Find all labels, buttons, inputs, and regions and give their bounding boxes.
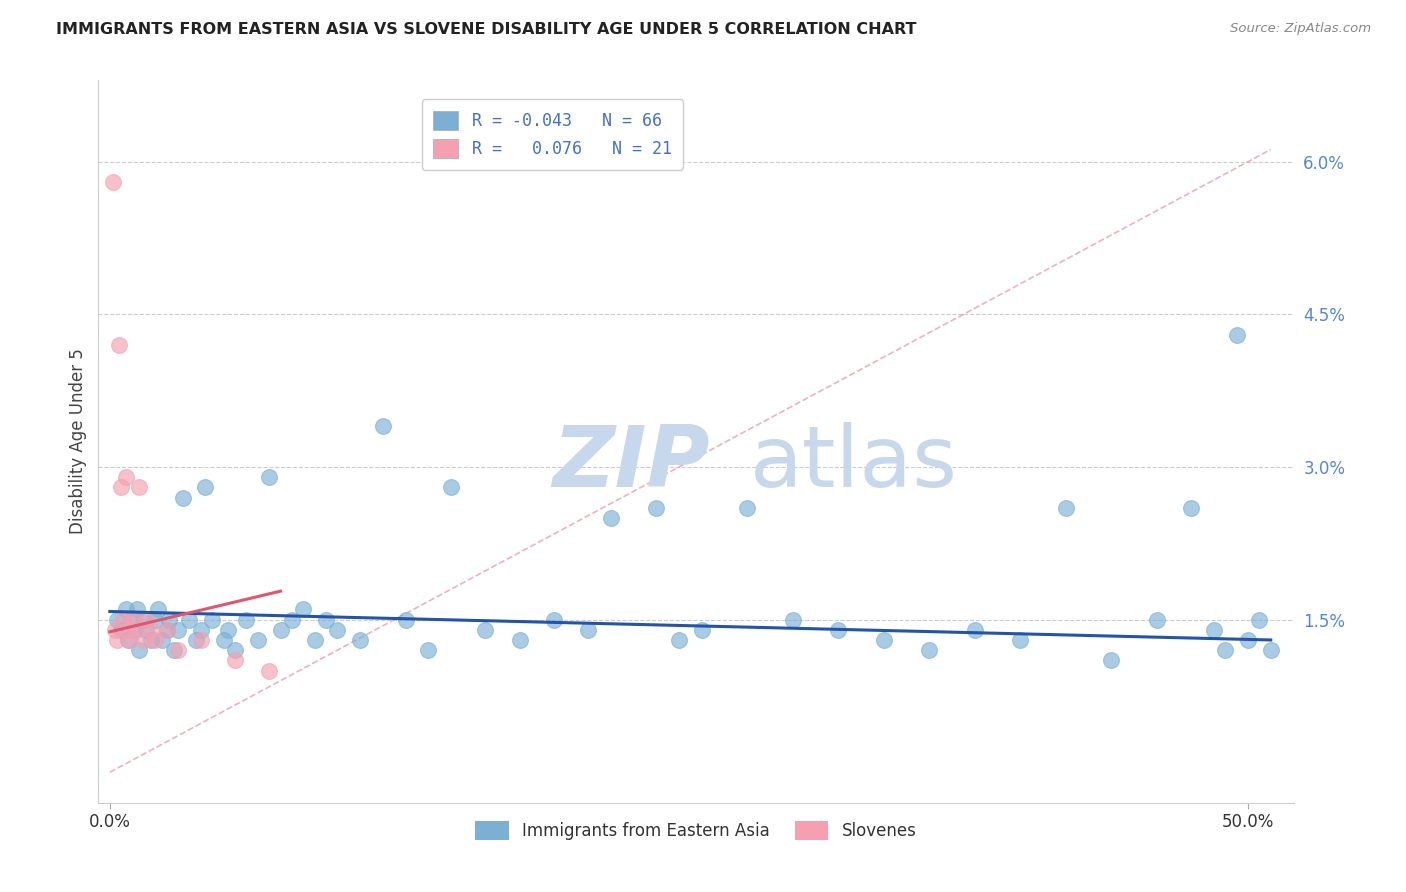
Point xyxy=(139,632,162,647)
Point xyxy=(735,500,758,515)
Point xyxy=(143,632,166,647)
Point xyxy=(690,623,713,637)
Text: ZIP: ZIP xyxy=(553,422,710,505)
Point xyxy=(121,613,143,627)
Point xyxy=(135,623,157,637)
Point xyxy=(103,175,125,189)
Point xyxy=(132,613,155,627)
Point xyxy=(1054,500,1077,515)
Point xyxy=(162,643,184,657)
Point xyxy=(186,632,208,647)
Point xyxy=(108,338,131,352)
Point xyxy=(121,613,143,627)
Point xyxy=(128,480,150,494)
Point xyxy=(179,613,201,627)
Point xyxy=(1237,632,1260,647)
Point xyxy=(782,613,804,627)
Point xyxy=(235,613,257,627)
Text: IMMIGRANTS FROM EASTERN ASIA VS SLOVENE DISABILITY AGE UNDER 5 CORRELATION CHART: IMMIGRANTS FROM EASTERN ASIA VS SLOVENE … xyxy=(56,22,917,37)
Point xyxy=(440,480,463,494)
Point xyxy=(257,664,280,678)
Point xyxy=(873,632,896,647)
Point xyxy=(105,613,128,627)
Point xyxy=(543,613,565,627)
Point xyxy=(645,500,668,515)
Point xyxy=(110,480,132,494)
Point xyxy=(224,643,246,657)
Point xyxy=(474,623,496,637)
Point xyxy=(212,632,235,647)
Point xyxy=(117,623,139,637)
Point xyxy=(1146,613,1168,627)
Point xyxy=(1249,613,1271,627)
Point xyxy=(1202,623,1225,637)
Point xyxy=(117,632,139,647)
Point xyxy=(112,613,135,627)
Point xyxy=(124,623,146,637)
Point xyxy=(156,623,179,637)
Point xyxy=(167,643,190,657)
Point xyxy=(157,613,180,627)
Point xyxy=(918,643,941,657)
Text: Source: ZipAtlas.com: Source: ZipAtlas.com xyxy=(1230,22,1371,36)
Point xyxy=(128,643,150,657)
Point xyxy=(576,623,599,637)
Point xyxy=(963,623,986,637)
Point xyxy=(371,419,394,434)
Point xyxy=(120,632,142,647)
Point xyxy=(114,602,136,616)
Point xyxy=(194,480,217,494)
Point xyxy=(104,623,127,637)
Point xyxy=(135,613,157,627)
Y-axis label: Disability Age Under 5: Disability Age Under 5 xyxy=(69,349,87,534)
Point xyxy=(127,602,149,616)
Point xyxy=(1213,643,1236,657)
Point xyxy=(395,613,418,627)
Point xyxy=(304,632,326,647)
Point xyxy=(1099,653,1122,667)
Point xyxy=(509,632,531,647)
Point xyxy=(146,602,169,616)
Point xyxy=(315,613,337,627)
Point xyxy=(156,623,179,637)
Point xyxy=(349,632,371,647)
Point xyxy=(1226,327,1249,342)
Point xyxy=(1180,500,1202,515)
Point xyxy=(270,623,292,637)
Point xyxy=(257,470,280,484)
Point xyxy=(246,632,269,647)
Point xyxy=(172,491,194,505)
Point xyxy=(326,623,349,637)
Point xyxy=(139,623,162,637)
Point xyxy=(292,602,315,616)
Point xyxy=(599,511,621,525)
Point xyxy=(114,470,136,484)
Point xyxy=(190,623,212,637)
Point xyxy=(827,623,849,637)
Legend: Immigrants from Eastern Asia, Slovenes: Immigrants from Eastern Asia, Slovenes xyxy=(467,813,925,848)
Point xyxy=(418,643,440,657)
Point xyxy=(217,623,239,637)
Point xyxy=(132,632,155,647)
Point xyxy=(110,623,132,637)
Point xyxy=(668,632,690,647)
Point xyxy=(124,623,146,637)
Point xyxy=(143,613,166,627)
Point xyxy=(167,623,190,637)
Point xyxy=(281,613,304,627)
Point xyxy=(150,632,173,647)
Text: atlas: atlas xyxy=(749,422,957,505)
Point xyxy=(1260,643,1282,657)
Point xyxy=(105,632,128,647)
Point xyxy=(224,653,246,667)
Point xyxy=(201,613,224,627)
Point xyxy=(190,632,212,647)
Point xyxy=(1010,632,1032,647)
